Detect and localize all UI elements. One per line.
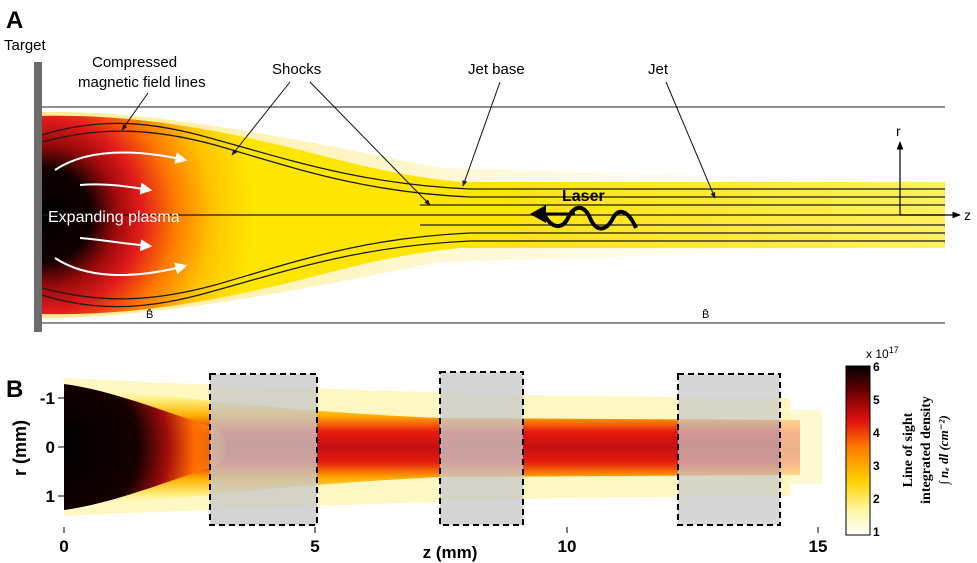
expansion-arrows: [54, 151, 188, 277]
shocks-label: Shocks: [272, 61, 321, 78]
z-axis-label: z: [964, 207, 971, 223]
r-axis-label: r: [896, 123, 901, 139]
x-tick-10: 10: [558, 537, 577, 556]
laser-wave: [543, 205, 638, 231]
b-field-label-left: B̄: [146, 308, 153, 321]
laser-arrow-head: [530, 205, 546, 223]
expansion-arrow-4: [54, 257, 188, 277]
colorbar-label-2: integrated density: [919, 396, 934, 504]
y-tick-0: 0: [46, 438, 55, 457]
density-dark-core: [64, 384, 227, 510]
field-line-bottom-inner: [41, 232, 945, 300]
panel-a-label: A: [6, 7, 23, 34]
y-tick-1: 1: [46, 487, 55, 506]
colorbar-tick-1: 1: [873, 525, 880, 539]
shocks-pointer-2: [309, 81, 431, 206]
masked-regions: [209, 371, 781, 526]
colorbar-gradient: [845, 365, 871, 536]
x-tick-5: 5: [310, 537, 319, 556]
target-plate: [34, 62, 42, 332]
jet-label: Jet: [648, 61, 669, 78]
y-tick-neg1: -1: [40, 389, 55, 408]
masked-region-3: [677, 373, 781, 526]
panel-b-label: B: [6, 376, 23, 403]
colorbar-tick-3: 3: [873, 459, 880, 473]
x-axis-label: z (mm): [423, 543, 478, 562]
colorbar-tick-6: 6: [873, 360, 880, 374]
colorbar-tick-4: 4: [873, 426, 880, 440]
field-line-bottom-outer: [41, 240, 945, 308]
x-tick-0: 0: [59, 537, 68, 556]
x-tick-15: 15: [809, 537, 828, 556]
expansion-arrow-3: [79, 237, 153, 252]
field-line-top-inner: [41, 130, 945, 198]
colorbar: x 1017 6 5 4 3 2 1 Line of sight integra…: [845, 345, 952, 539]
masked-region-2: [439, 371, 524, 526]
colorbar-tick-2: 2: [873, 492, 880, 506]
compressed-field-label-1: Compressed: [92, 54, 177, 71]
expanding-plasma-label: Expanding plasma: [48, 209, 180, 226]
field-lines: [40, 122, 945, 308]
field-line-top-outer: [41, 122, 945, 190]
density-tail: [780, 410, 822, 484]
target-label: Target: [4, 37, 47, 54]
colorbar-label-3: ∫ nₑ dl (cm⁻²): [936, 415, 952, 486]
jet-base-pointer: [462, 81, 501, 187]
y-axis-label: r (mm): [10, 420, 30, 476]
colorbar-tick-5: 5: [873, 393, 880, 407]
masked-region-1: [209, 373, 318, 526]
jet-base-label: Jet base: [468, 61, 525, 78]
compressed-field-pointer: [121, 92, 149, 131]
expansion-arrow-1: [54, 151, 188, 171]
panel-b: B 0 5 10 15 -1 0 1: [6, 345, 952, 562]
shocks-pointer-1: [231, 81, 291, 156]
colorbar-exponent: x 1017: [866, 345, 899, 361]
laser-label: Laser: [562, 188, 605, 205]
b-field-label-right: B̄: [702, 308, 709, 321]
panel-a: A Target: [4, 7, 971, 332]
axis-ticks: [58, 397, 819, 533]
colorbar-label-1: Line of sight: [901, 412, 916, 487]
jet-pointer: [665, 81, 716, 199]
compressed-field-label-2: magnetic field lines: [78, 74, 206, 91]
expansion-arrow-2: [79, 182, 153, 195]
